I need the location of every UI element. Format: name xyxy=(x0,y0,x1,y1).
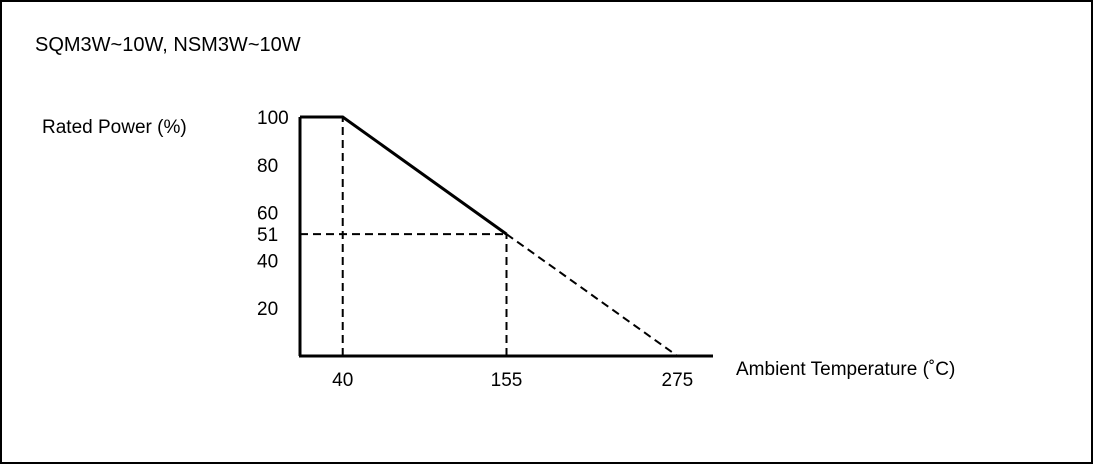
derating-line-solid-1 xyxy=(300,115,508,236)
x-tick-label: 275 xyxy=(662,370,694,391)
x-tick-label: 155 xyxy=(491,370,523,391)
y-tick-label: 40 xyxy=(257,251,278,272)
y-tick-label: 51 xyxy=(257,225,278,246)
x-axis-label: Ambient Temperature (˚C) xyxy=(736,359,955,380)
y-axis-label: Rated Power (%) xyxy=(42,117,187,138)
chart-title: SQM3W~10W, NSM3W~10W xyxy=(35,34,301,56)
y-tick-label: 20 xyxy=(257,299,278,320)
x-tick-label: 40 xyxy=(332,370,353,391)
y-tick-label: 60 xyxy=(257,204,278,225)
derating-line-dashed-2 xyxy=(505,233,678,357)
y-tick-label: 100 xyxy=(257,108,289,129)
y-tick-label: 80 xyxy=(257,156,278,177)
